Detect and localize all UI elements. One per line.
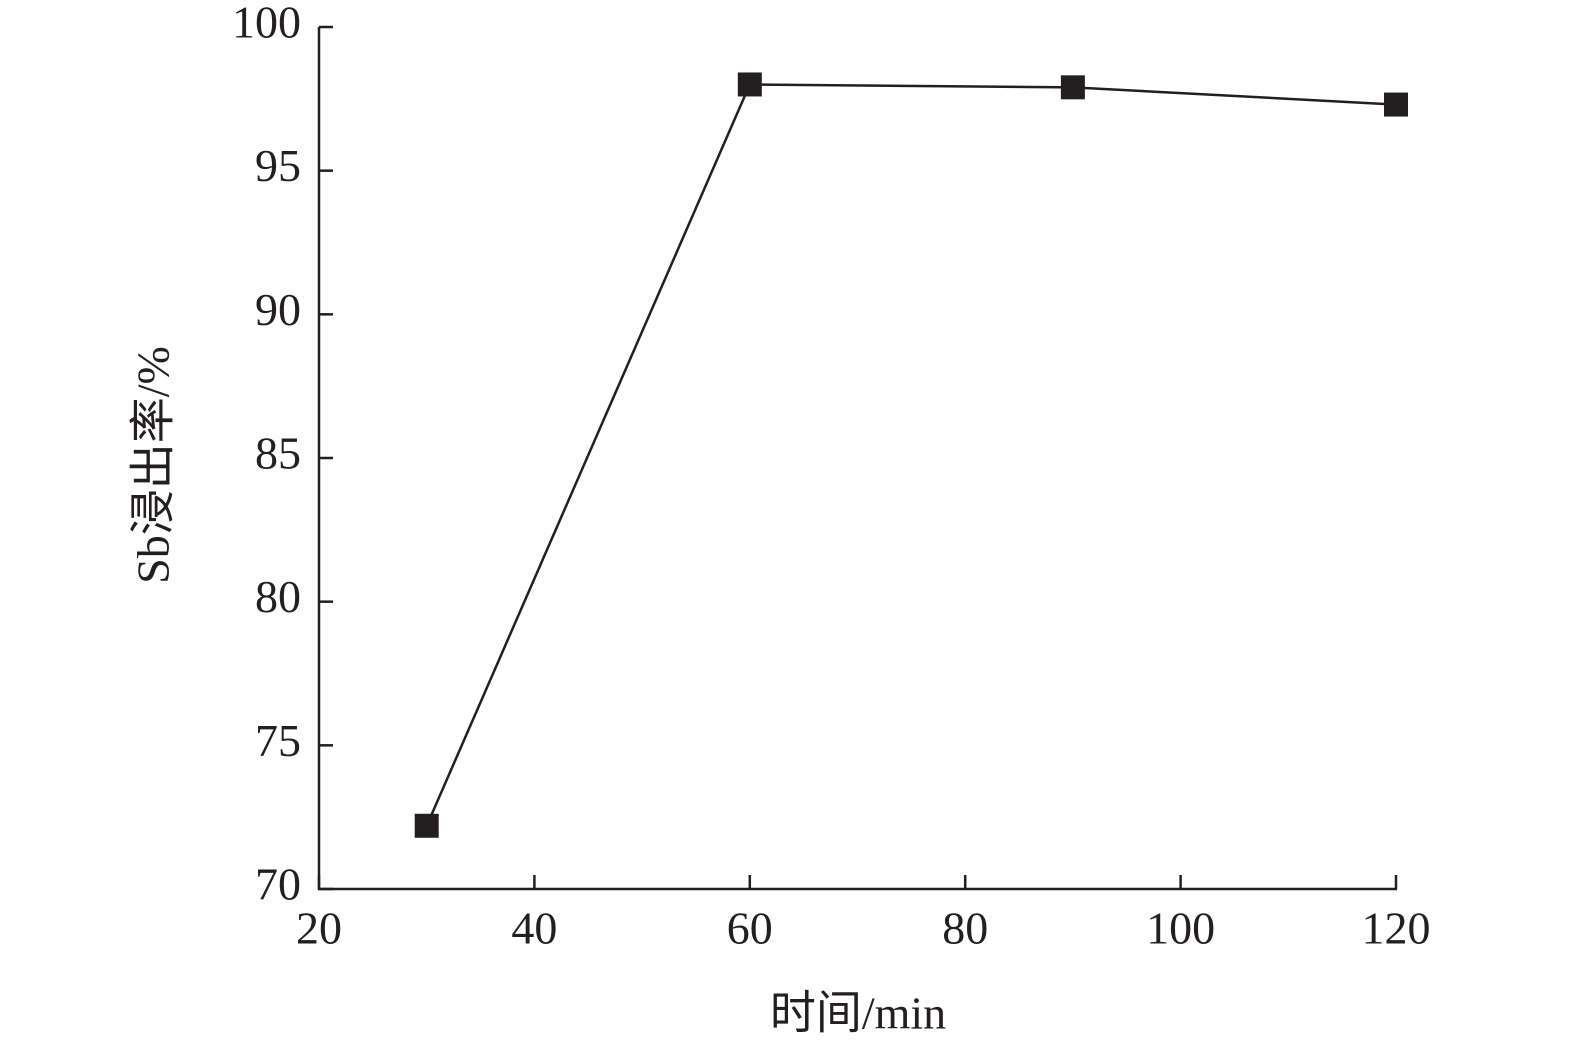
x-tick-label: 20 (296, 903, 342, 954)
y-tick-label: 95 (255, 140, 301, 191)
x-tick-label: 120 (1362, 903, 1431, 954)
y-tick-label: 80 (255, 571, 301, 622)
x-tick-label: 40 (511, 903, 557, 954)
x-tick-label: 100 (1146, 903, 1215, 954)
y-tick-label: 100 (232, 0, 301, 48)
marker (414, 813, 439, 838)
x-axis-label: 时间/min (770, 988, 946, 1039)
x-tick-label: 80 (942, 903, 988, 954)
marker (1384, 92, 1408, 117)
y-tick-label: 70 (255, 859, 301, 910)
y-tick-label: 85 (255, 428, 301, 479)
x-tick-label: 60 (727, 903, 773, 954)
series-line (425, 83, 1397, 827)
marker (737, 72, 762, 97)
y-axis-label: Sb浸出率/% (128, 346, 179, 584)
marker (1060, 75, 1085, 100)
y-tick-label: 90 (255, 284, 301, 335)
y-tick-label: 75 (255, 715, 301, 766)
